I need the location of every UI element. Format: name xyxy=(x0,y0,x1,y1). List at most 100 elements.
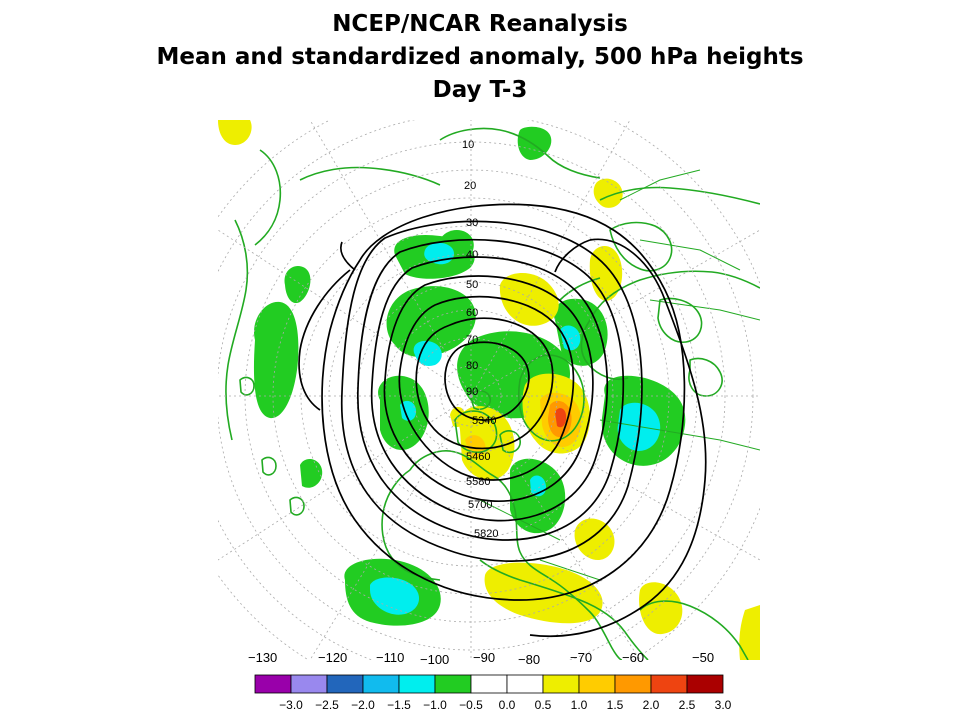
meridian xyxy=(309,120,472,397)
anomaly-patch xyxy=(499,272,559,326)
coastline-asia-north xyxy=(299,127,601,186)
height-contour xyxy=(298,241,356,411)
longitude-label: −130 xyxy=(248,650,277,665)
latitude-label: 90 xyxy=(466,386,478,398)
meridian xyxy=(309,395,472,660)
latitude-circle xyxy=(412,337,530,455)
anomaly-patch xyxy=(253,301,299,419)
coastline-central-america xyxy=(479,559,649,660)
colorbar-swatch xyxy=(686,674,724,694)
coastlines xyxy=(225,127,760,660)
longitude-label: −60 xyxy=(622,650,644,665)
contour-label: 5340 xyxy=(472,415,496,427)
anomaly-patch xyxy=(370,577,420,615)
coastline-east-asia xyxy=(225,149,282,441)
colorbar-swatch xyxy=(578,674,616,694)
colorbar-tick-label: 1.0 xyxy=(571,698,588,712)
anomaly-patch xyxy=(555,408,567,428)
latitude-label: 10 xyxy=(462,139,474,151)
height-contour xyxy=(415,317,554,450)
colorbar-swatch xyxy=(362,674,400,694)
height-contour xyxy=(357,238,625,541)
coastline-eurasia xyxy=(559,186,760,380)
title-line-3: Day T-3 xyxy=(432,77,528,103)
title-block: NCEP/NCAR Reanalysis Mean and standardiz… xyxy=(0,8,960,107)
height-contour xyxy=(321,203,686,601)
colorbar-swatch xyxy=(326,674,364,694)
anomaly-patch xyxy=(218,120,252,145)
colorbar-tick-label: 0.5 xyxy=(535,698,552,712)
longitude-label: −70 xyxy=(570,650,592,665)
anomaly-patch xyxy=(574,518,615,560)
anomaly-patch xyxy=(739,605,760,660)
meridian xyxy=(470,229,760,397)
height-contour xyxy=(444,341,530,421)
latitude-label: 40 xyxy=(466,249,478,261)
anomaly-patch xyxy=(300,458,323,488)
latitude-circle xyxy=(272,197,670,595)
coastline-south-america xyxy=(639,600,749,660)
colorbar-tick-label: −2.0 xyxy=(351,698,375,712)
anomaly-patch xyxy=(400,400,417,421)
colorbar-swatch xyxy=(470,674,508,694)
latitude-label: 60 xyxy=(466,307,478,319)
graticule xyxy=(218,120,760,660)
colorbar-tick-label: −0.5 xyxy=(459,698,483,712)
latitude-label: 50 xyxy=(466,279,478,291)
colorbar-tick-label: 2.5 xyxy=(679,698,696,712)
colorbar-swatch xyxy=(290,674,328,694)
contour-label: 5700 xyxy=(468,499,492,511)
height-contour xyxy=(529,238,707,638)
meridian xyxy=(470,120,631,397)
colorbar-swatch xyxy=(542,674,580,694)
height-contour xyxy=(370,256,609,522)
colorbar-tick-label: 2.0 xyxy=(643,698,660,712)
height-contour xyxy=(383,275,594,503)
colorbar xyxy=(254,674,724,694)
coastline-greenland xyxy=(517,354,585,442)
height-contours xyxy=(298,203,707,638)
anomaly-patch xyxy=(639,582,683,635)
colorbar-tick-label: 0.0 xyxy=(499,698,516,712)
latitude-circle xyxy=(218,141,726,651)
latitude-circle xyxy=(356,281,586,511)
latitude-label: 20 xyxy=(464,180,476,192)
coastline-pacific-islands xyxy=(239,376,305,516)
coastline-europe-detail xyxy=(609,221,723,397)
colorbar-tick-label: −3.0 xyxy=(279,698,303,712)
title-line-1: NCEP/NCAR Reanalysis xyxy=(332,11,628,37)
contour-labels: 5340 5460 5580 5700 5820 xyxy=(466,415,498,540)
map-panel: 10 20 30 40 50 60 70 80 90 5340 5460 558… xyxy=(218,120,760,660)
latitude-label: 80 xyxy=(466,360,478,372)
meridian xyxy=(218,229,472,397)
title-line-2: Mean and standardized anomaly, 500 hPa h… xyxy=(156,44,804,70)
colorbar-swatch xyxy=(398,674,436,694)
colorbar-tick-label: −1.5 xyxy=(387,698,411,712)
colorbar-tick-label: 1.5 xyxy=(607,698,624,712)
latitude-label: 30 xyxy=(466,217,478,229)
colorbar-swatch xyxy=(434,674,472,694)
colorbar-swatch xyxy=(650,674,688,694)
longitude-label: −80 xyxy=(518,652,540,667)
longitude-label: −50 xyxy=(692,650,714,665)
anomaly-patch xyxy=(593,178,623,208)
height-contour xyxy=(340,220,643,562)
meridian xyxy=(470,395,641,660)
anomaly-patch xyxy=(386,286,476,357)
contour-label: 5460 xyxy=(466,451,490,463)
colorbar-tick-label: −1.0 xyxy=(423,698,447,712)
latitude-label: 70 xyxy=(466,334,478,346)
colorbar-tick-label: −2.5 xyxy=(315,698,339,712)
country-borders xyxy=(479,169,760,581)
anomaly-patch xyxy=(560,325,581,351)
colorbar-swatch xyxy=(254,674,292,694)
coastline-north-america xyxy=(381,450,623,660)
colorbar-labels: −3.0 −2.5 −2.0 −1.5 −1.0 −0.5 0.0 0.5 1.0 1.5 2.0 2… xyxy=(279,698,732,712)
longitude-label: −110 xyxy=(376,650,404,665)
longitude-label: −120 xyxy=(318,650,347,665)
colorbar-tick-label: 3.0 xyxy=(715,698,732,712)
height-contour xyxy=(398,295,575,481)
latitude-labels: 10 20 30 40 50 60 70 80 90 xyxy=(462,139,478,398)
colorbar-swatch xyxy=(506,674,544,694)
